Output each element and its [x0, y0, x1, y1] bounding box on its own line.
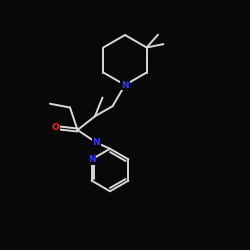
Text: N: N — [121, 80, 129, 90]
Text: N: N — [88, 155, 96, 164]
Text: N: N — [92, 138, 100, 147]
Text: O: O — [51, 123, 59, 132]
